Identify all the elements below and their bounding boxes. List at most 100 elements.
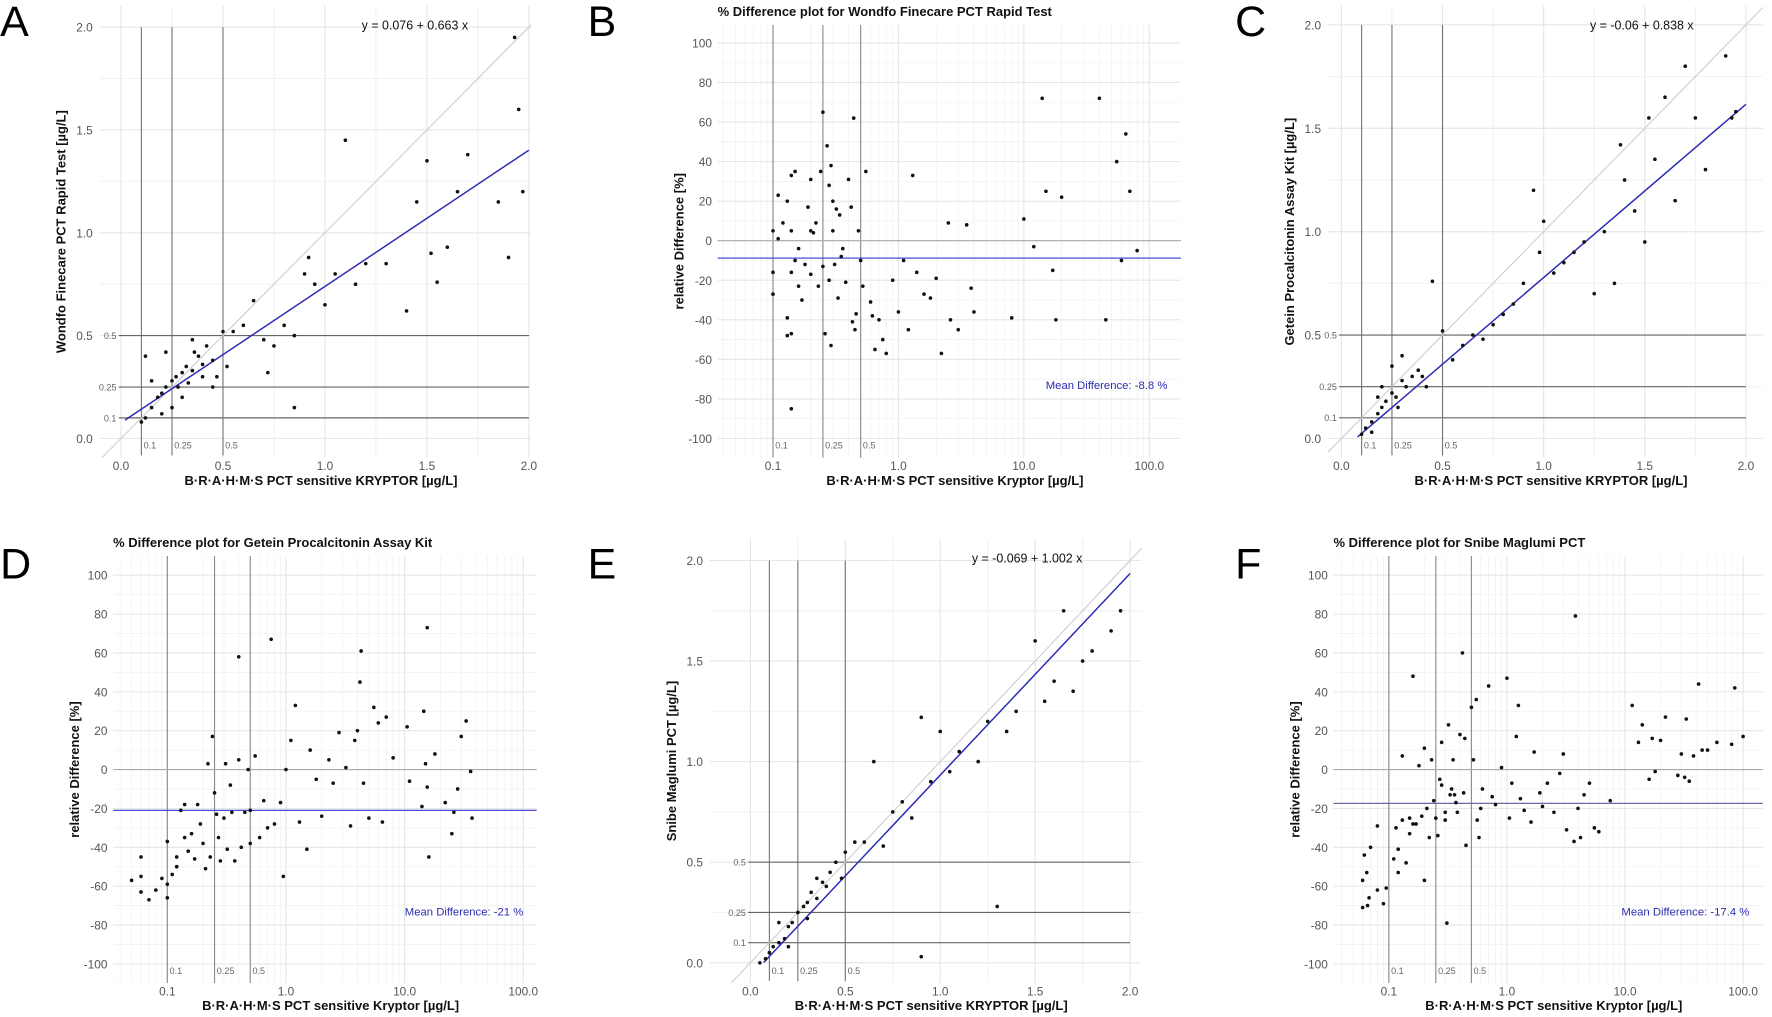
data-point <box>1552 810 1556 815</box>
data-point <box>828 870 832 875</box>
data-point <box>1673 198 1677 203</box>
data-point <box>776 193 780 198</box>
cutoff-vlabel: 0.25 <box>825 441 843 451</box>
cutoff-vlabel: 0.5 <box>1474 966 1487 976</box>
cutoff-vlabel: 0.5 <box>863 441 876 451</box>
data-point <box>208 855 213 859</box>
panel-f: F 0.1 0.25 0.5 Mean Difference: -17.4 % % Dif… <box>1235 535 1763 1013</box>
data-point <box>520 189 525 194</box>
data-point <box>1407 831 1412 836</box>
y-tick-label: 0.0 <box>76 432 93 446</box>
data-point <box>196 354 201 358</box>
data-point <box>200 362 205 367</box>
y-tick-label: 0.5 <box>1305 329 1322 343</box>
data-point <box>831 199 835 203</box>
data-point <box>1416 368 1421 373</box>
data-point <box>1729 742 1734 747</box>
data-point <box>1440 329 1445 333</box>
data-point <box>1658 738 1663 743</box>
data-point <box>829 343 833 348</box>
panel-letter: C <box>1235 0 1266 46</box>
data-point <box>1436 833 1440 838</box>
x-axis-title: B·R·A·H·M·S PCT sensitive KRYPTOR [µg/L] <box>795 998 1068 1013</box>
y-tick-label: -20 <box>90 802 108 816</box>
panel-letter: F <box>1235 541 1261 589</box>
data-point <box>1493 802 1498 807</box>
data-point <box>1369 420 1374 424</box>
data-point <box>896 310 901 314</box>
data-point <box>1375 824 1380 828</box>
y-tick-label: -60 <box>695 353 713 367</box>
data-point <box>1475 818 1480 822</box>
data-point <box>1439 740 1444 745</box>
data-point <box>212 791 217 795</box>
data-point <box>1481 337 1485 341</box>
data-point <box>909 816 914 820</box>
data-point <box>506 255 511 260</box>
data-point <box>811 230 816 235</box>
y-tick-label: -100 <box>1304 957 1328 971</box>
data-point <box>1561 752 1566 756</box>
data-point <box>221 329 225 334</box>
data-point <box>516 107 521 112</box>
data-point <box>1510 781 1514 785</box>
y-axis-title: relative Difference [%] <box>672 173 687 309</box>
data-point <box>1424 384 1429 389</box>
data-point <box>1425 806 1429 811</box>
data-point <box>836 296 840 300</box>
data-point <box>777 940 781 945</box>
data-point <box>239 845 244 850</box>
data-point <box>789 173 794 178</box>
data-point <box>914 270 919 275</box>
data-point <box>821 264 825 269</box>
data-point <box>1390 391 1394 395</box>
data-point <box>786 944 791 949</box>
data-point <box>1741 734 1745 739</box>
data-point <box>323 302 327 307</box>
data-point <box>302 272 307 276</box>
mean-difference-label: Mean Difference: -8.8 % <box>1046 380 1168 392</box>
y-tick-label: 1.5 <box>686 655 703 669</box>
data-point <box>1573 614 1578 618</box>
data-point <box>358 680 362 684</box>
data-point <box>1109 629 1113 633</box>
data-point <box>928 779 933 784</box>
data-point <box>1518 796 1523 801</box>
data-point <box>1653 769 1657 774</box>
y-tick-label: 1.0 <box>1305 225 1322 239</box>
plot-area <box>99 5 532 458</box>
data-point <box>1052 679 1056 683</box>
data-point <box>174 864 179 869</box>
data-point <box>801 904 806 909</box>
data-point <box>808 228 813 233</box>
data-point <box>922 292 926 296</box>
data-point <box>165 882 170 887</box>
x-tick-label: 1.5 <box>1027 985 1044 999</box>
data-point <box>1647 116 1651 120</box>
data-point <box>1360 905 1365 910</box>
panel-letter: A <box>0 0 29 46</box>
data-point <box>496 200 501 204</box>
data-point <box>149 379 154 383</box>
y-tick-label: -80 <box>90 919 108 933</box>
x-tick-label: 2.0 <box>521 459 538 473</box>
data-point <box>919 715 924 720</box>
data-point <box>871 759 876 764</box>
data-point <box>1691 754 1696 758</box>
data-point <box>1400 754 1405 758</box>
data-point <box>823 331 827 336</box>
cutoff-hlabel: 0.25 <box>99 382 117 392</box>
x-tick-label: 1.0 <box>317 459 334 473</box>
data-point <box>355 728 360 733</box>
data-point <box>1380 384 1384 389</box>
x-tick-label: 1.0 <box>1535 459 1552 473</box>
data-point <box>785 316 790 320</box>
data-point <box>818 169 823 174</box>
data-point <box>806 205 810 209</box>
y-tick-label: -20 <box>695 274 713 288</box>
data-point <box>176 385 180 389</box>
data-point <box>1490 794 1494 799</box>
data-point <box>972 310 976 314</box>
data-point <box>246 767 250 772</box>
